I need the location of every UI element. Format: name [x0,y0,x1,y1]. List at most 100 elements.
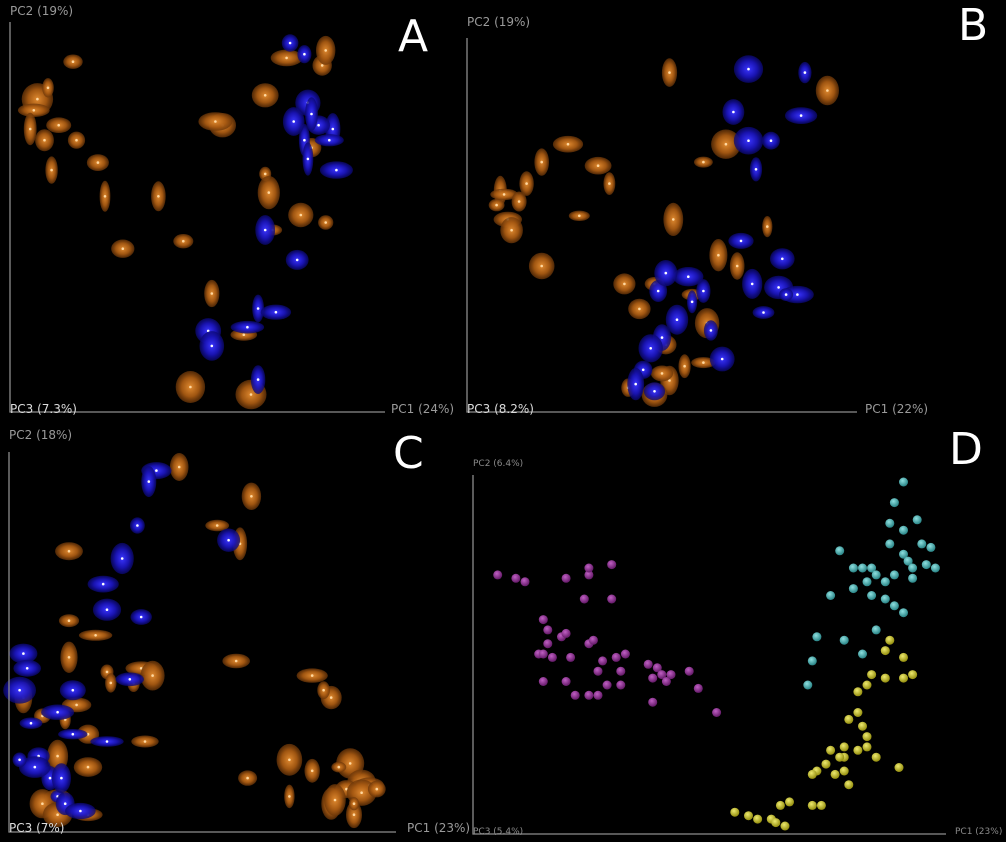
c-orange-point-center [250,495,253,498]
a-orange-point-center [75,138,78,142]
a-orange-point-center [50,168,53,172]
d-purple-point [648,673,658,683]
d-purple-point [570,690,580,700]
c-orange-point-center [234,659,238,663]
d-purple-point [543,625,553,635]
c-orange-point-center [375,787,379,791]
panel-b-xlabel: PC1 (22%) [865,402,928,416]
c-blue-point-center [56,710,59,714]
d-purple-point [561,677,571,686]
b-orange-point-center [502,193,506,196]
a-orange-point-center [36,97,39,101]
a-orange-point-center [214,120,217,123]
panel-c: PC2 (18%) PC1 (23%) PC3 (7%) C [3,428,470,835]
c-blue-point-center [33,765,37,769]
b-blue-point-center [660,336,664,339]
d-yellow-point [839,742,849,752]
a-orange-point-center [96,161,100,164]
d-yellow-point [835,752,845,762]
d-yellow-point [807,800,817,810]
b-blue-point-center [720,357,724,361]
c-orange-point-center [56,813,59,816]
c-orange-point-center [246,776,249,780]
c-blue-point-center [63,802,67,805]
a-orange-point-center [103,195,107,198]
a-orange-point-center [121,247,125,250]
d-purple-point [712,708,722,717]
d-cyan-point [880,577,890,587]
panel-d-points [493,477,940,831]
d-cyan-point [889,498,899,508]
c-blue-point-center [29,721,33,725]
panel-c-zlabel: PC3 (7%) [9,821,64,835]
b-orange-point-center [540,160,543,164]
a-blue-point-center [210,344,214,348]
d-cyan-point [930,563,940,573]
panel-c-points [3,453,386,829]
c-orange-point-center [67,619,71,622]
panel-b-letter: B [958,0,988,51]
d-cyan-point [880,594,890,604]
panel-d-xlabel: PC1 (23%) [955,827,1002,837]
d-purple-point [648,697,658,707]
d-purple-point [684,666,694,676]
d-purple-point [561,628,571,638]
b-blue-point-center [656,289,660,293]
d-yellow-point [858,721,867,731]
panel-a-letter: A [398,11,428,62]
a-orange-point-center [299,213,303,217]
a-orange-point-center [320,64,324,67]
b-blue-point-center [781,257,784,261]
d-purple-point [538,615,548,625]
panel-a-axes [9,22,385,413]
b-blue-point-center [702,289,705,293]
d-cyan-point [899,608,908,618]
panel-d: PC2 (6.4%) PC1 (23%) PC3 (5.4%) D [472,424,1002,837]
a-orange-point-center [71,60,75,63]
d-purple-point [602,680,612,690]
c-blue-point-center [60,776,63,780]
c-orange-point-center [67,549,71,553]
c-blue-point-center [79,809,82,813]
d-cyan-point [871,570,881,580]
d-cyan-point [899,525,908,535]
c-orange-point-center [215,524,219,527]
d-yellow-point [821,759,831,769]
d-purple-point [584,570,594,580]
c-orange-point-center [348,762,352,765]
b-blue-point-center [777,286,780,289]
d-yellow-point [862,742,872,752]
d-yellow-point [853,687,863,697]
b-blue-point-center [675,318,679,322]
c-orange-point-center [329,696,333,699]
c-orange-point-center [345,787,348,791]
d-cyan-point [839,635,849,645]
b-orange-point-center [638,307,641,311]
panel-a-xlabel: PC1 (24%) [391,402,454,416]
c-blue-point-center [48,776,52,780]
a-orange-point-center [249,393,253,396]
c-orange-point-center [177,465,181,469]
b-orange-point-center [735,264,739,268]
b-blue-point-center [641,368,645,372]
b-orange-point-center [766,225,769,228]
b-orange-point-center [623,282,626,286]
c-orange-point-center [75,703,78,707]
b-blue-point-center [664,271,668,275]
d-yellow-point [867,670,877,680]
c-blue-point-center [147,480,151,483]
b-blue-point-center [796,293,799,296]
c-orange-point-center [41,802,44,805]
panel-c-xlabel: PC1 (23%) [407,821,470,835]
d-cyan-point [926,542,936,552]
d-purple-point [693,683,703,693]
d-yellow-point [862,680,872,690]
c-orange-point-center [288,758,291,762]
a-orange-point-center [157,195,160,198]
a-blue-point-center [303,52,306,56]
d-cyan-point [899,477,908,487]
b-blue-point-center [653,390,656,393]
d-cyan-point [903,556,913,566]
d-purple-point [657,670,667,680]
